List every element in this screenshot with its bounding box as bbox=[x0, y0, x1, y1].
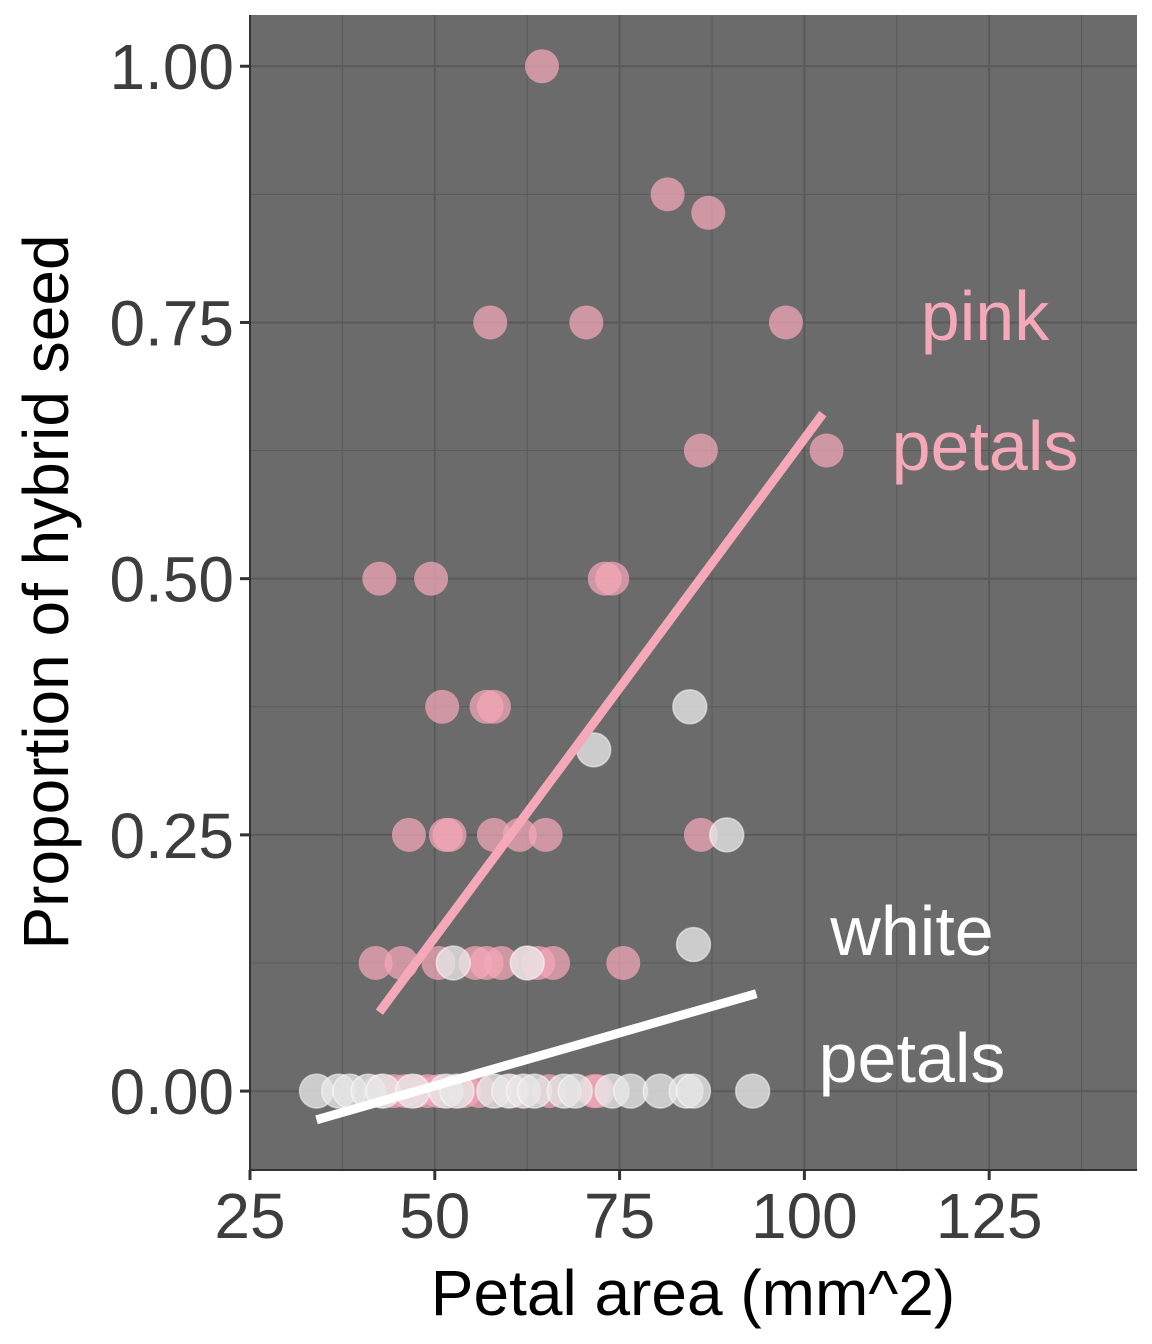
data-point-pink bbox=[362, 561, 397, 596]
annotation-white-line1: white bbox=[829, 892, 993, 970]
x-tick-label: 100 bbox=[751, 1180, 858, 1252]
data-point-pink bbox=[683, 817, 718, 852]
x-axis-title: Petal area (mm^2) bbox=[431, 1257, 955, 1329]
annotation-pink-line2: petals bbox=[892, 407, 1079, 485]
data-point-pink bbox=[524, 49, 559, 84]
data-point-pink bbox=[476, 689, 511, 724]
data-point-pink bbox=[528, 817, 563, 852]
data-point-pink bbox=[484, 945, 519, 980]
data-point-white bbox=[734, 1073, 771, 1109]
data-point-pink bbox=[809, 433, 844, 468]
data-point-pink bbox=[683, 433, 718, 468]
data-point-pink bbox=[569, 305, 604, 340]
data-point-white bbox=[509, 945, 545, 981]
data-point-pink bbox=[606, 945, 641, 980]
data-point-white bbox=[672, 689, 708, 725]
data-point-pink bbox=[502, 817, 537, 852]
data-point-pink bbox=[432, 817, 467, 852]
y-tick-label: 0.50 bbox=[109, 544, 234, 616]
data-point-pink bbox=[414, 561, 449, 596]
data-point-pink bbox=[650, 177, 685, 212]
y-tick-label: 0.00 bbox=[109, 1056, 234, 1128]
data-point-pink bbox=[536, 945, 571, 980]
x-tick-label: 75 bbox=[584, 1180, 655, 1252]
fit-line-white bbox=[315, 989, 758, 1125]
data-point-pink bbox=[358, 945, 393, 980]
data-point-white bbox=[709, 817, 745, 853]
data-point-pink bbox=[425, 689, 460, 724]
data-point-white bbox=[435, 945, 472, 981]
data-points bbox=[298, 49, 844, 1109]
data-point-pink bbox=[768, 305, 803, 340]
y-axis-title: Proportion of hybrid seed bbox=[10, 234, 82, 949]
axes: 0.00 0.25 0.50 0.75 1.00 25 50 75 100 125 bbox=[109, 15, 1137, 1252]
data-point-white bbox=[675, 926, 712, 963]
fit-line-pink bbox=[375, 410, 827, 1015]
y-tick-label: 0.75 bbox=[109, 287, 234, 359]
y-tick-label: 1.00 bbox=[109, 31, 234, 103]
data-point-pink bbox=[391, 817, 426, 852]
data-point-pink bbox=[691, 195, 726, 230]
data-point-pink bbox=[473, 305, 508, 340]
data-point-white bbox=[675, 1073, 712, 1109]
x-tick-label: 25 bbox=[214, 1180, 285, 1252]
y-tick-label: 0.25 bbox=[109, 800, 234, 872]
annotation-pink-line1: pink bbox=[921, 277, 1050, 355]
annotation-white-line2: petals bbox=[819, 1019, 1006, 1097]
data-point-pink bbox=[595, 561, 630, 596]
x-tick-label: 50 bbox=[399, 1180, 470, 1252]
x-tick-label: 125 bbox=[936, 1180, 1043, 1252]
data-point-white bbox=[557, 1073, 593, 1109]
fit-lines bbox=[315, 410, 827, 1125]
